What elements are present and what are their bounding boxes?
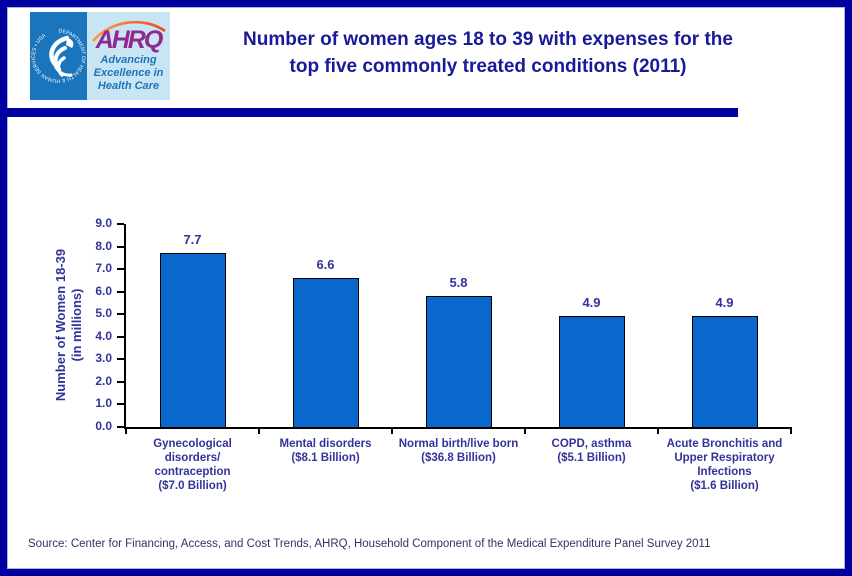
y-tick-mark — [117, 268, 124, 271]
y-tick-mark — [117, 245, 124, 248]
x-axis-line — [124, 427, 791, 429]
y-axis-title-line1: Number of Women 18-39 — [53, 248, 68, 402]
ahrq-logo: AHRQ Advancing Excellence in Health Care — [87, 12, 170, 100]
category-label: COPD, asthma ($5.1 Billion) — [519, 437, 664, 465]
category-label-line: disorders/ — [164, 452, 221, 464]
category-label: Mental disorders ($8.1 Billion) — [253, 437, 398, 465]
y-tick-mark — [117, 380, 124, 383]
category-label-line: ($1.6 Billion) — [690, 480, 759, 492]
y-tick-mark — [117, 403, 124, 406]
category-label-line: Mental disorders — [279, 438, 372, 450]
y-tick-label: 5.0 — [95, 306, 112, 321]
ahrq-tagline-line3: Health Care — [97, 80, 160, 92]
category-label: Normal birth/live born ($36.8 Billion) — [386, 437, 531, 465]
y-tick-label: 8.0 — [95, 238, 112, 253]
y-tick-label: 4.0 — [95, 328, 112, 343]
bar — [292, 278, 359, 427]
ahrq-swoosh-icon — [92, 20, 166, 42]
bar — [425, 296, 492, 427]
y-tick-mark — [117, 223, 124, 225]
x-tick-mark — [258, 427, 260, 434]
y-tick-label: 3.0 — [95, 351, 112, 366]
category-label-line: Normal birth/live born — [398, 438, 519, 450]
ahrq-acronym: AHRQ — [95, 26, 164, 54]
y-tick-label: 6.0 — [95, 283, 112, 298]
bar-value-label: 4.9 — [582, 295, 601, 310]
bar — [558, 316, 625, 427]
bar-value-label: 4.9 — [715, 295, 734, 310]
x-tick-mark — [125, 427, 127, 434]
category-label-line: Infections — [697, 466, 752, 478]
category-label-line: ($5.1 Billion) — [557, 452, 626, 464]
bar-value-label: 5.8 — [449, 275, 468, 290]
category-label: Acute Bronchitis and Upper Respiratory Inf… — [652, 437, 797, 493]
y-axis-line — [124, 224, 126, 429]
y-tick-mark — [117, 290, 124, 293]
ahrq-tagline: Advancing Excellence in Health Care — [87, 54, 170, 93]
source-citation: Source: Center for Financing, Access, an… — [28, 538, 711, 550]
category-label-line: ($7.0 Billion) — [158, 480, 227, 492]
x-tick-mark — [790, 427, 792, 434]
bar — [691, 316, 758, 427]
x-tick-mark — [391, 427, 393, 434]
page-title: Number of women ages 18 to 39 with expen… — [185, 26, 791, 80]
category-label-line: ($36.8 Billion) — [421, 452, 496, 464]
category-label: Gynecological disorders/contraception ($7.… — [120, 437, 265, 493]
y-tick-label: 2.0 — [95, 373, 112, 388]
y-tick-mark — [117, 313, 124, 316]
bar-value-label: 6.6 — [316, 257, 335, 272]
page-title-line2: top five commonly treated conditions (20… — [289, 56, 687, 77]
y-tick-label: 9.0 — [95, 216, 112, 230]
y-tick-label: 1.0 — [95, 396, 112, 411]
page-title-line1: Number of women ages 18 to 39 with expen… — [243, 29, 733, 50]
bar-chart: Number of Women 18-39 (in millions) 9.0 8… — [7, 7, 845, 569]
y-tick-label: 7.0 — [95, 261, 112, 276]
x-tick-mark — [657, 427, 659, 434]
bar-value-label: 7.7 — [183, 232, 202, 247]
header-divider-rule — [7, 108, 738, 117]
category-label-line: ($8.1 Billion) — [291, 452, 360, 464]
ahrq-hhs-logo: DEPARTMENT OF HEALTH & HUMAN SERVICES • … — [30, 12, 170, 100]
category-label-line: contraception — [154, 466, 231, 478]
bar — [159, 253, 226, 427]
y-tick-mark — [117, 426, 124, 428]
y-tick-mark — [117, 358, 124, 361]
category-label-line: Upper Respiratory — [674, 452, 775, 464]
category-label-line: Gynecological — [153, 438, 232, 450]
y-tick-label: 0.0 — [95, 419, 112, 433]
y-tick-mark — [117, 335, 124, 338]
hhs-seal: DEPARTMENT OF HEALTH & HUMAN SERVICES • … — [30, 12, 87, 100]
category-label-line: COPD, asthma — [551, 438, 632, 450]
hhs-eagle-icon: DEPARTMENT OF HEALTH & HUMAN SERVICES • … — [31, 28, 86, 83]
x-tick-mark — [524, 427, 526, 434]
category-label-line: Acute Bronchitis and — [666, 438, 783, 450]
ahrq-tagline-line2: Excellence in — [93, 67, 164, 79]
ahrq-tagline-line1: Advancing — [100, 54, 157, 66]
